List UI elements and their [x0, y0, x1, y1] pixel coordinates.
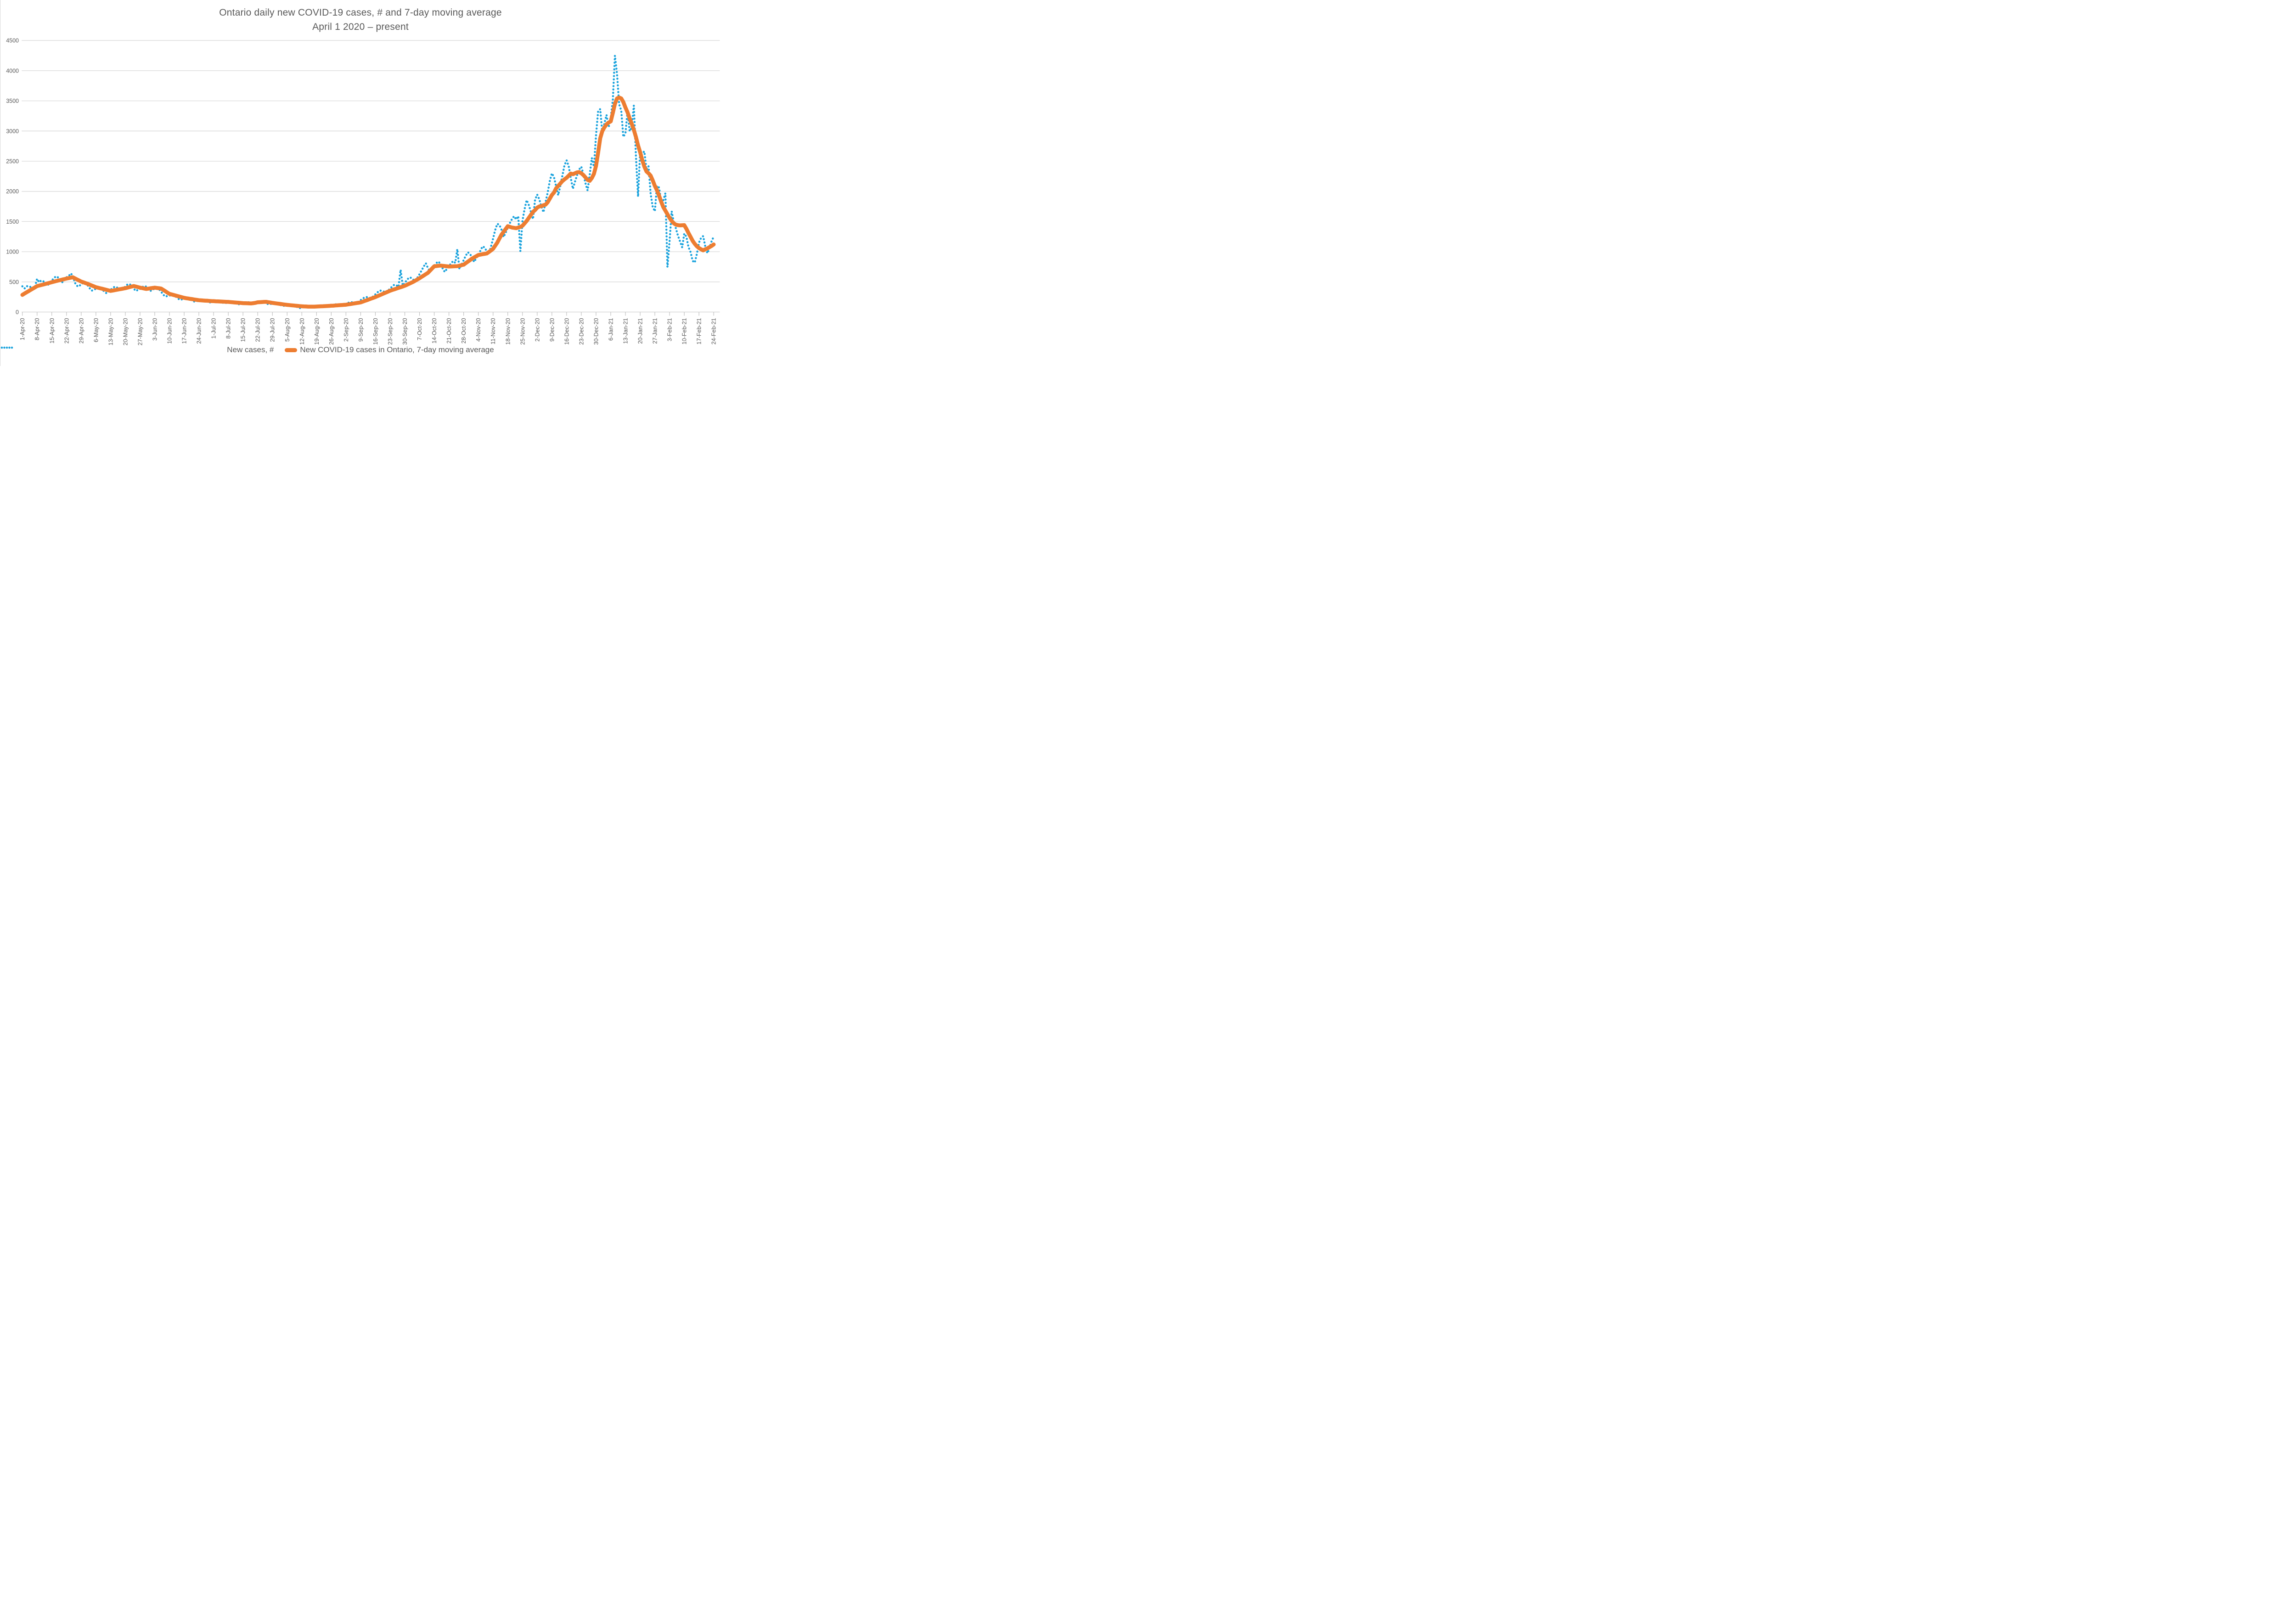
x-axis-labels: 1-Apr-20 8-Apr-20 15-Apr-20 22-Apr-20 29-Apr… [19, 318, 717, 345]
svg-text:11-Nov-20: 11-Nov-20 [490, 318, 496, 344]
svg-text:8-Jul-20: 8-Jul-20 [225, 318, 232, 338]
svg-text:16-Sep-20: 16-Sep-20 [372, 318, 379, 344]
svg-text:2-Sep-20: 2-Sep-20 [343, 318, 349, 341]
svg-text:20-Jan-21: 20-Jan-21 [637, 318, 644, 343]
covid-chart: 0 500 1000 1500 2000 2500 3000 3500 4000 4500 1-Ap… [0, 0, 720, 366]
moving-average-line [20, 96, 716, 309]
svg-text:9-Dec-20: 9-Dec-20 [549, 318, 555, 341]
svg-text:27-Jan-21: 27-Jan-21 [652, 318, 658, 343]
daily-cases-dotted-line [21, 54, 715, 310]
svg-text:12-Aug-20: 12-Aug-20 [299, 318, 305, 344]
svg-text:3-Feb-21: 3-Feb-21 [667, 318, 673, 341]
svg-text:21-Oct-20: 21-Oct-20 [446, 318, 452, 343]
svg-text:10-Jun-20: 10-Jun-20 [167, 318, 173, 343]
svg-text:27-May-20: 27-May-20 [137, 318, 143, 345]
svg-text:17-Jun-20: 17-Jun-20 [181, 318, 188, 343]
svg-text:18-Nov-20: 18-Nov-20 [505, 318, 511, 344]
legend: New cases, # New COVID-19 cases in Ontar… [0, 345, 720, 355]
svg-text:23-Dec-20: 23-Dec-20 [578, 318, 585, 344]
svg-text:3-Jun-20: 3-Jun-20 [152, 318, 158, 340]
svg-text:9-Sep-20: 9-Sep-20 [358, 318, 364, 341]
svg-text:16-Dec-20: 16-Dec-20 [563, 318, 570, 344]
svg-text:5-Aug-20: 5-Aug-20 [284, 318, 291, 341]
svg-text:26-Aug-20: 26-Aug-20 [328, 318, 335, 344]
svg-text:4-Nov-20: 4-Nov-20 [475, 318, 482, 341]
y-axis-labels: 0 500 1000 1500 2000 2500 3000 3500 4000 4500 [6, 38, 19, 315]
svg-text:6-May-20: 6-May-20 [93, 318, 99, 342]
chart-title-line1: Ontario daily new COVID-19 cases, # and … [219, 7, 502, 18]
svg-text:29-Jul-20: 29-Jul-20 [270, 318, 276, 342]
svg-text:500: 500 [9, 279, 19, 285]
x-axis-ticks [22, 312, 714, 316]
legend-item-daily: New cases, # [0, 345, 274, 355]
svg-text:19-Aug-20: 19-Aug-20 [314, 318, 320, 344]
svg-text:4000: 4000 [6, 68, 19, 74]
svg-text:23-Sep-20: 23-Sep-20 [387, 318, 394, 344]
svg-text:10-Feb-21: 10-Feb-21 [681, 318, 688, 344]
svg-text:1-Apr-20: 1-Apr-20 [19, 318, 26, 340]
svg-text:6-Jan-21: 6-Jan-21 [608, 318, 614, 340]
svg-text:15-Apr-20: 15-Apr-20 [49, 318, 55, 343]
svg-text:15-Jul-20: 15-Jul-20 [240, 318, 247, 342]
svg-text:4500: 4500 [6, 38, 19, 44]
legend-item-ma-label: New COVID-19 cases in Ontario, 7-day mov… [300, 345, 494, 354]
svg-text:29-Apr-20: 29-Apr-20 [78, 318, 84, 343]
svg-text:7-Oct-20: 7-Oct-20 [416, 318, 423, 340]
svg-text:3000: 3000 [6, 128, 19, 135]
chart-title: Ontario daily new COVID-19 cases, # and … [0, 6, 720, 34]
svg-text:30-Dec-20: 30-Dec-20 [593, 318, 599, 344]
y-gridlines [22, 40, 720, 313]
svg-text:1000: 1000 [6, 249, 19, 255]
svg-text:13-May-20: 13-May-20 [107, 318, 114, 345]
svg-text:1500: 1500 [6, 219, 19, 225]
svg-text:20-May-20: 20-May-20 [122, 318, 129, 345]
svg-text:2500: 2500 [6, 158, 19, 165]
svg-text:17-Feb-21: 17-Feb-21 [696, 318, 703, 344]
svg-text:22-Jul-20: 22-Jul-20 [255, 318, 261, 342]
svg-text:13-Jan-21: 13-Jan-21 [623, 318, 629, 343]
legend-item-ma: New COVID-19 cases in Ontario, 7-day mov… [285, 345, 494, 355]
svg-text:30-Sep-20: 30-Sep-20 [402, 318, 408, 344]
solid-line-swatch [285, 348, 298, 352]
svg-text:25-Nov-20: 25-Nov-20 [519, 318, 526, 344]
svg-text:28-Oct-20: 28-Oct-20 [461, 318, 467, 343]
svg-text:3500: 3500 [6, 98, 19, 104]
svg-text:0: 0 [16, 309, 19, 315]
svg-text:24-Jun-20: 24-Jun-20 [196, 318, 203, 343]
svg-text:24-Feb-21: 24-Feb-21 [711, 318, 717, 344]
svg-text:1-Jul-20: 1-Jul-20 [211, 318, 217, 338]
svg-text:22-Apr-20: 22-Apr-20 [63, 318, 70, 343]
plot-area-svg: 0 500 1000 1500 2000 2500 3000 3500 4000 4500 1-Ap… [6, 38, 720, 345]
svg-text:2000: 2000 [6, 188, 19, 195]
chart-title-line2: April 1 2020 – present [312, 22, 409, 32]
svg-text:8-Apr-20: 8-Apr-20 [34, 318, 40, 340]
svg-text:14-Oct-20: 14-Oct-20 [431, 318, 438, 343]
legend-item-daily-label: New cases, # [227, 345, 274, 354]
svg-text:2-Dec-20: 2-Dec-20 [534, 318, 540, 341]
dotted-line-swatch [0, 346, 13, 349]
